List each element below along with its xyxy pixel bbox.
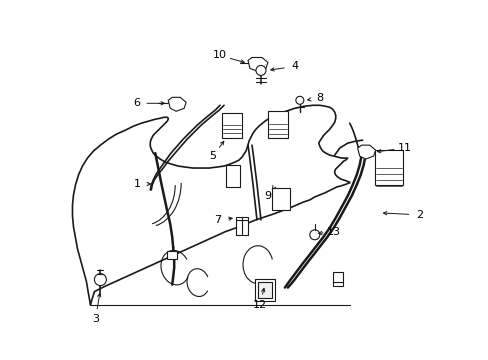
Bar bbox=[225, 165, 240, 187]
Text: 11: 11 bbox=[397, 143, 411, 153]
Bar bbox=[258, 282, 271, 298]
Circle shape bbox=[309, 230, 319, 240]
Bar bbox=[222, 113, 242, 138]
Bar bbox=[332, 272, 342, 285]
Bar bbox=[267, 111, 287, 138]
Text: 2: 2 bbox=[415, 210, 422, 220]
Polygon shape bbox=[357, 145, 375, 159]
Text: 8: 8 bbox=[316, 93, 323, 103]
Text: 13: 13 bbox=[326, 227, 340, 237]
Text: 12: 12 bbox=[252, 300, 266, 310]
Text: 1: 1 bbox=[134, 179, 141, 189]
Text: 5: 5 bbox=[209, 151, 216, 161]
Text: 4: 4 bbox=[291, 62, 298, 71]
Circle shape bbox=[94, 274, 106, 285]
Polygon shape bbox=[247, 58, 267, 71]
Polygon shape bbox=[168, 97, 186, 111]
Circle shape bbox=[255, 66, 265, 75]
Text: 10: 10 bbox=[213, 50, 226, 60]
Text: 7: 7 bbox=[214, 215, 221, 225]
Bar bbox=[254, 279, 274, 301]
Text: 3: 3 bbox=[92, 314, 99, 324]
Bar bbox=[374, 150, 402, 185]
Bar bbox=[236, 217, 247, 235]
Bar bbox=[167, 251, 177, 259]
Text: 6: 6 bbox=[133, 98, 140, 108]
Text: 9: 9 bbox=[264, 191, 271, 201]
Circle shape bbox=[295, 96, 303, 104]
Bar bbox=[271, 188, 289, 210]
